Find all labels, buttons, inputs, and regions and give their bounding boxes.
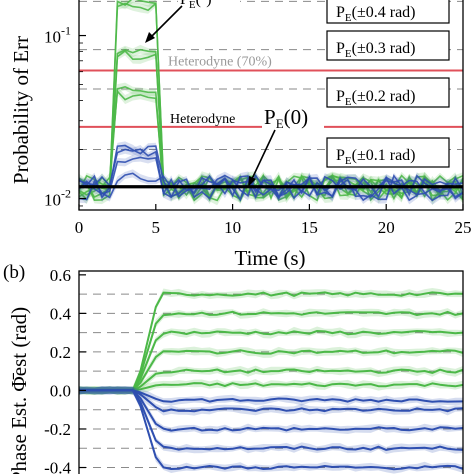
pe-symbol: P (180, 0, 189, 8)
pe-subscript: E (345, 48, 352, 60)
pe-subscript: E (345, 96, 352, 108)
annotation-pe0: PE(0) (248, 102, 324, 187)
heterodyne-label: Heterodyne (170, 112, 235, 127)
y-tick-label: 0.2 (50, 343, 71, 362)
series-line (79, 389, 464, 471)
svg-text:PE(±0.1 rad): PE(±0.1 rad) (336, 147, 416, 167)
pe-symbol: P (336, 4, 345, 21)
panel-b-series (79, 288, 464, 474)
series-line (79, 349, 464, 392)
series-line (79, 389, 464, 413)
x-tick-label: 15 (301, 218, 318, 237)
svg-text:PE(±0.2 rad): PE(±0.2 rad) (336, 88, 416, 108)
pe-subscript: E (189, 0, 196, 11)
pe-value-02: (±0.2 rad) (352, 88, 416, 105)
panel-a-frame (78, 0, 464, 211)
pe-symbol: P (336, 147, 345, 164)
series-line (79, 389, 464, 432)
series-error-band (79, 308, 463, 395)
series-line (79, 389, 464, 451)
y-tick-label: 0.4 (50, 304, 72, 323)
heterodyne-70-label: Heterodyne (70%) (168, 55, 272, 70)
pe-subscript: E (276, 116, 284, 131)
series-line (79, 310, 464, 392)
y-tick-label: -0.2 (44, 420, 71, 439)
pe-value-01: (±0.1 rad) (352, 147, 416, 164)
panel-a-ylabel: Probability of Err (9, 36, 33, 184)
y-tick-label: 0.6 (50, 266, 71, 285)
svg-text:PE(0): PE(0) (264, 105, 308, 131)
panel-b-frame (78, 270, 464, 474)
panel-a-xlabel: Time (s) (235, 246, 306, 270)
y-tick-label: -0.4 (44, 459, 71, 474)
series-error-band (79, 365, 463, 395)
x-tick-label: 20 (378, 218, 395, 237)
pe-value-top: (·) (196, 0, 212, 8)
series-line (78, 85, 464, 202)
series-line (79, 368, 464, 392)
y-tick-label: 10-1 (44, 24, 71, 47)
panel-b-y-ticks: 0.6 0.4 0.2 0.0 -0.2 -0.4 (44, 266, 86, 474)
series-error-band (79, 379, 463, 395)
x-tick-label: 5 (152, 218, 161, 237)
top-arrow-head (145, 32, 155, 43)
annotation-box-pe-02: PE(±0.2 rad) (326, 77, 450, 108)
series-error-band (79, 386, 463, 474)
series-line (78, 89, 464, 202)
panel-b-label: (b) (3, 262, 25, 283)
y-tick-label: 0.0 (50, 381, 71, 400)
pe-symbol: P (336, 88, 345, 105)
x-tick-label: 10 (224, 218, 241, 237)
series-line (78, 172, 464, 202)
top-arrow-line (149, 5, 183, 39)
panel-b-ylabel: Phase Est. Φ̄est (rad) (7, 307, 31, 474)
annotation-box-pe-01: PE(±0.1 rad) (326, 137, 450, 168)
series-line (78, 148, 464, 202)
panel-b: (b) 0.6 0.4 0.2 0.0 -0.2 -0.4 Phase Est. Φ̄es… (3, 262, 464, 474)
y-tick-label: 10-2 (44, 186, 71, 209)
panel-a: Heterodyne (70%) Heterodyne PE(±0.4 rad)… (9, 0, 472, 270)
svg-text:PE(±0.3 rad): PE(±0.3 rad) (336, 40, 416, 60)
pe0-arrow-line (250, 129, 276, 182)
svg-text:PE(·): PE(·) (180, 0, 212, 11)
series-line (79, 382, 464, 392)
pe0-arrow-head (248, 176, 256, 187)
pe-value-04: (±0.4 rad) (352, 4, 416, 21)
series-line (79, 330, 464, 392)
pe-subscript: E (345, 12, 352, 24)
pe-subscript: E (345, 155, 352, 167)
series-line (79, 389, 464, 403)
pe-value-0: (0) (284, 105, 309, 129)
annotation-box-pe-03: PE(±0.3 rad) (326, 30, 450, 61)
panel-a-series (78, 0, 464, 206)
annotation-box-pe-04: PE(±0.4 rad) (326, 0, 450, 24)
series-error-band (79, 386, 463, 416)
pe-symbol: P (336, 40, 345, 57)
series-line (79, 291, 464, 392)
annotation-pe-top: PE(·) (145, 0, 240, 43)
pe-symbol: P (264, 105, 276, 129)
panel-a-x-ticks: 0 5 10 15 20 25 (75, 204, 472, 237)
x-tick-label: 0 (75, 218, 84, 237)
pe-value-03: (±0.3 rad) (352, 40, 416, 57)
panel-a-y-ticks: 10-1 10-2 (44, 24, 86, 209)
x-tick-label: 25 (455, 218, 472, 237)
svg-text:PE(±0.4 rad): PE(±0.4 rad) (336, 4, 416, 24)
series-error-band (79, 326, 463, 395)
